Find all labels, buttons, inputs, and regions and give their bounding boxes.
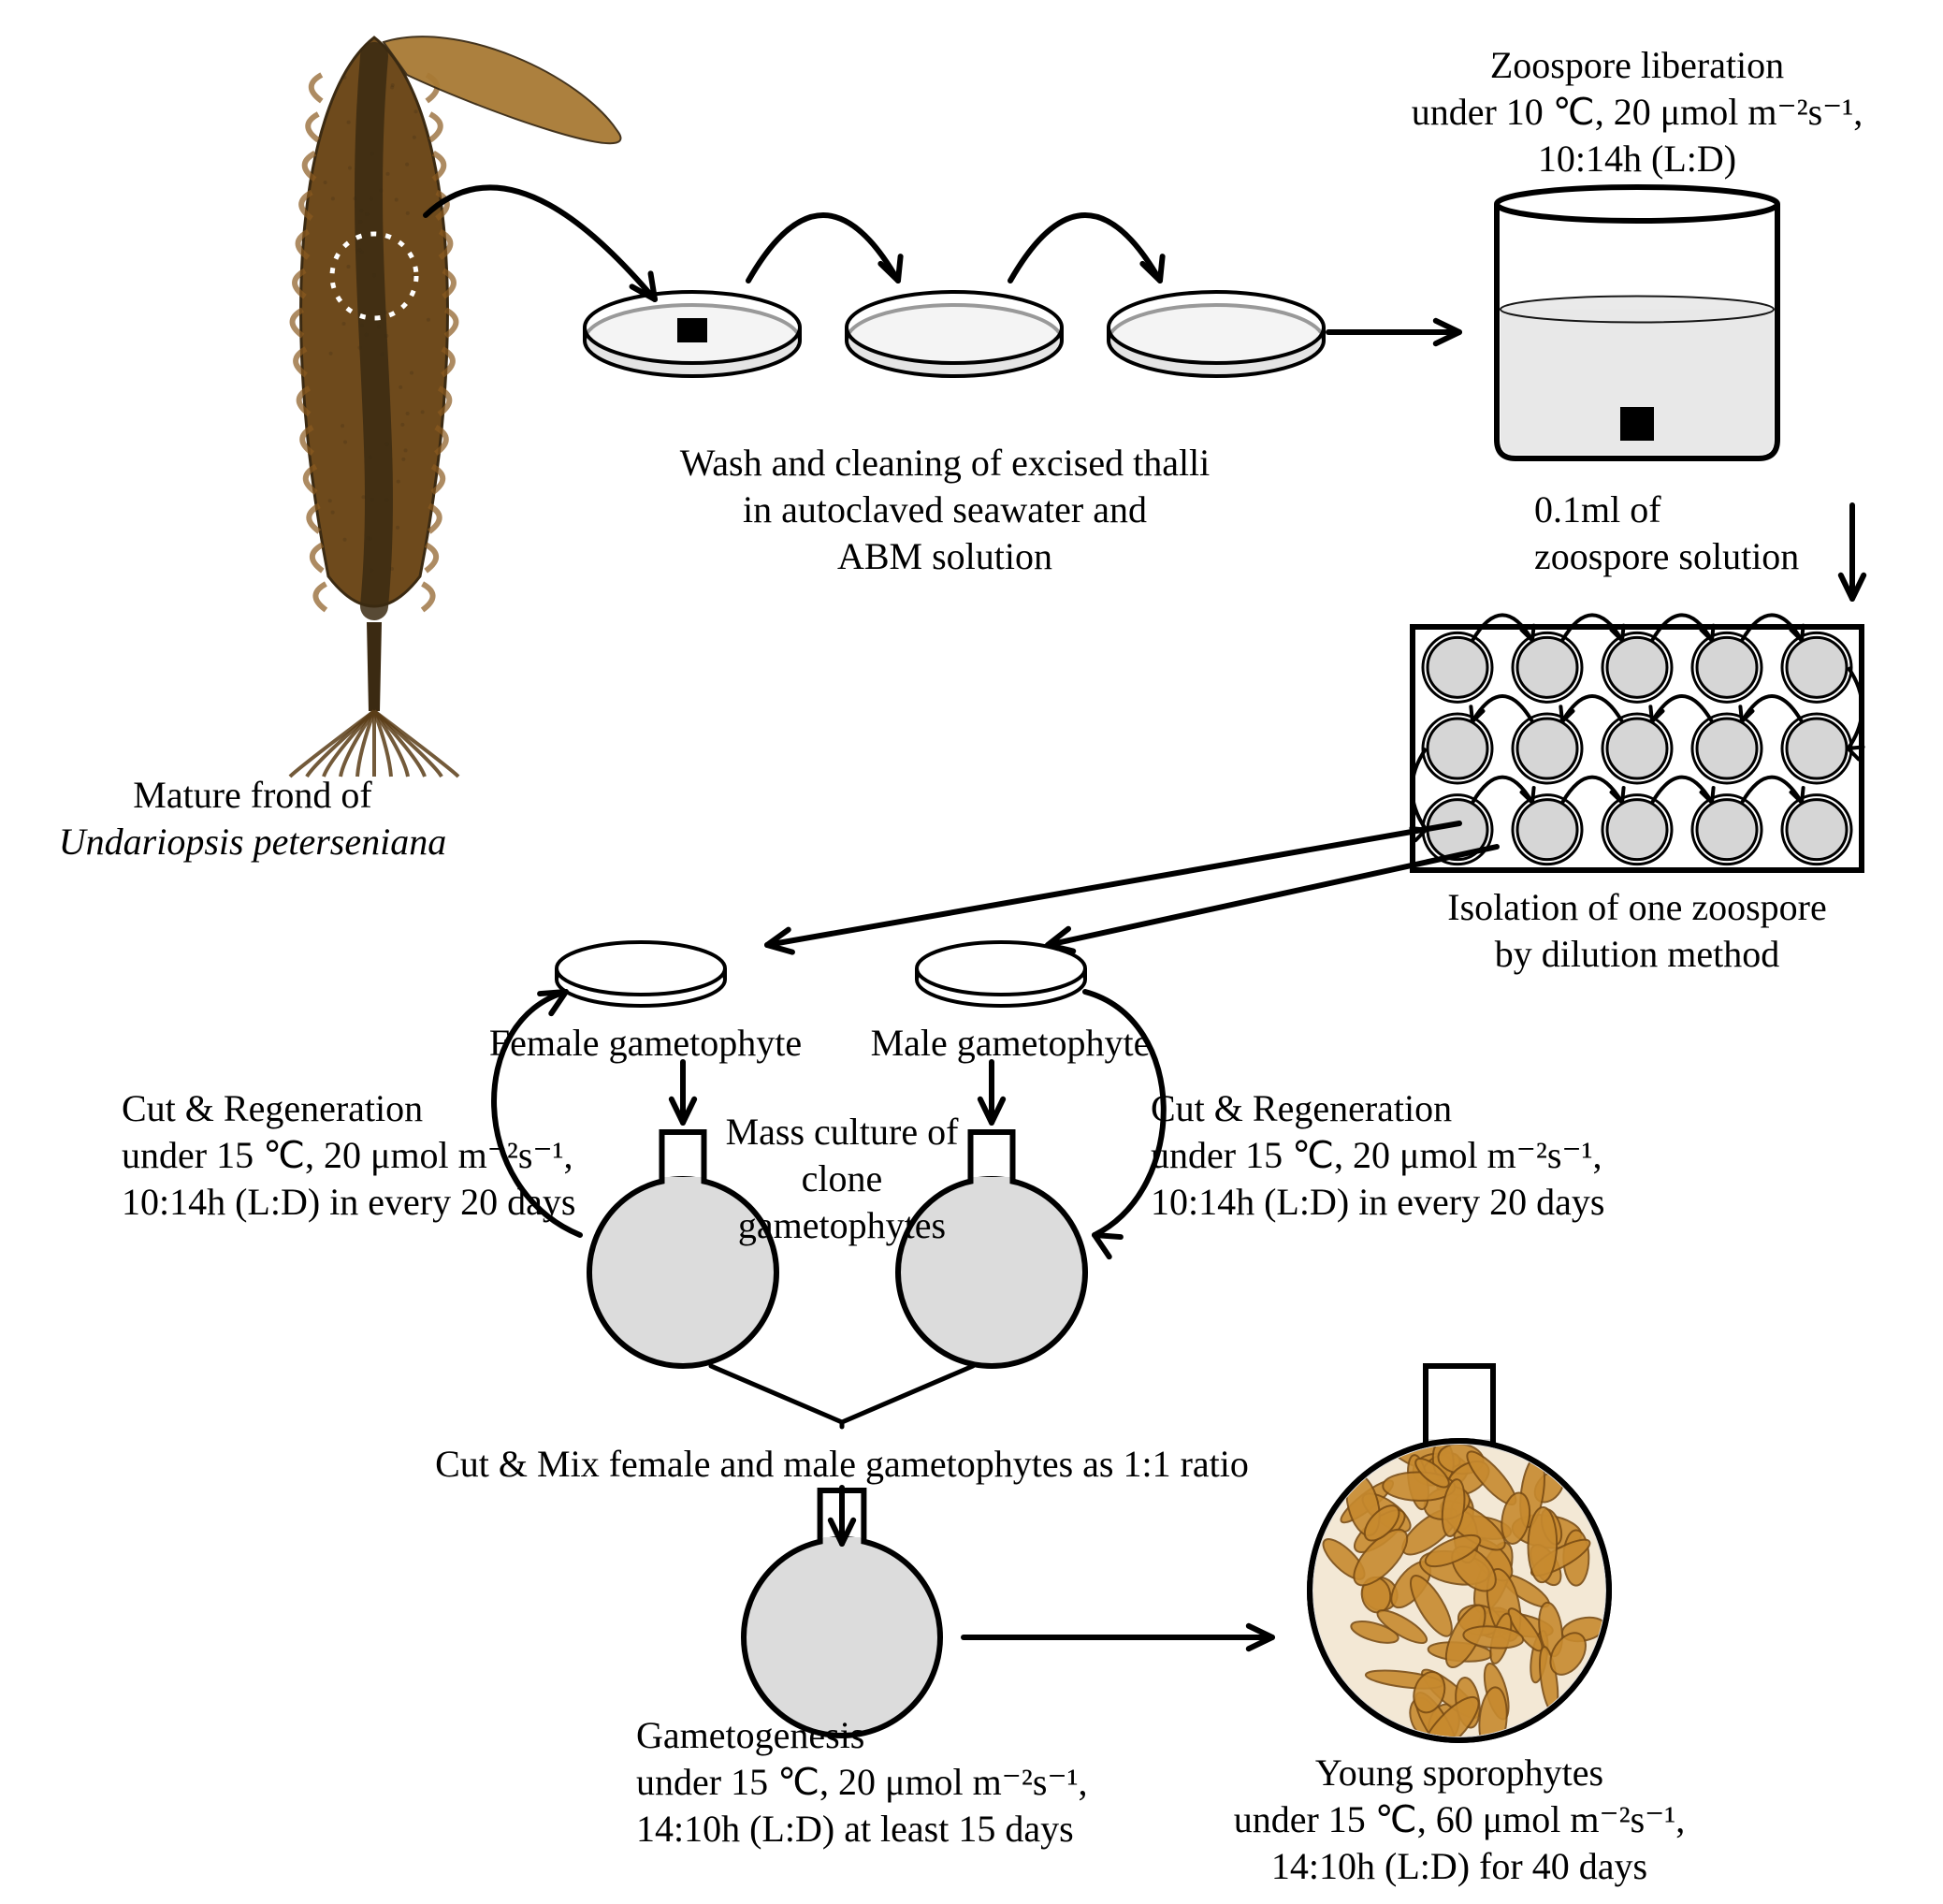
kelp-frond	[290, 36, 621, 777]
label-zoosol: 0.1ml ofzoospore solution	[1534, 487, 1799, 580]
label-mass: Mass culture ofclonegametophytes	[726, 1109, 959, 1249]
label-cutR: Cut & Regenerationunder 15 ℃, 20 μmol m⁻…	[1151, 1085, 1604, 1226]
label-male: Male gametophyte	[871, 1020, 1151, 1067]
petri-dish	[585, 292, 800, 376]
well-plate	[1412, 615, 1862, 870]
label-mix: Cut & Mix female and male gametophytes a…	[435, 1441, 1249, 1488]
petri-dish	[847, 292, 1062, 376]
beaker	[1497, 187, 1777, 458]
label-zoolib: Zoospore liberationunder 10 ℃, 20 μmol m…	[1412, 42, 1863, 182]
flask-young-sporophytes	[1310, 1366, 1609, 1765]
label-isolate: Isolation of one zoosporeby dilution met…	[1447, 884, 1826, 978]
label-frond: Mature frond ofUndariopsis peterseniana	[59, 772, 446, 865]
petri-dish	[1109, 292, 1324, 376]
label-wash: Wash and cleaning of excised thalliin au…	[680, 440, 1211, 580]
open-dish	[557, 942, 725, 1006]
label-young: Young sporophytesunder 15 ℃, 60 μmol m⁻²…	[1234, 1750, 1686, 1890]
label-female: Female gametophyte	[489, 1020, 802, 1067]
label-gameto: Gametogenesisunder 15 ℃, 20 μmol m⁻²s⁻¹,…	[636, 1712, 1088, 1853]
label-cutL: Cut & Regenerationunder 15 ℃, 20 μmol m⁻…	[122, 1085, 575, 1226]
mix-y	[711, 1366, 973, 1427]
open-dish	[917, 942, 1085, 1006]
